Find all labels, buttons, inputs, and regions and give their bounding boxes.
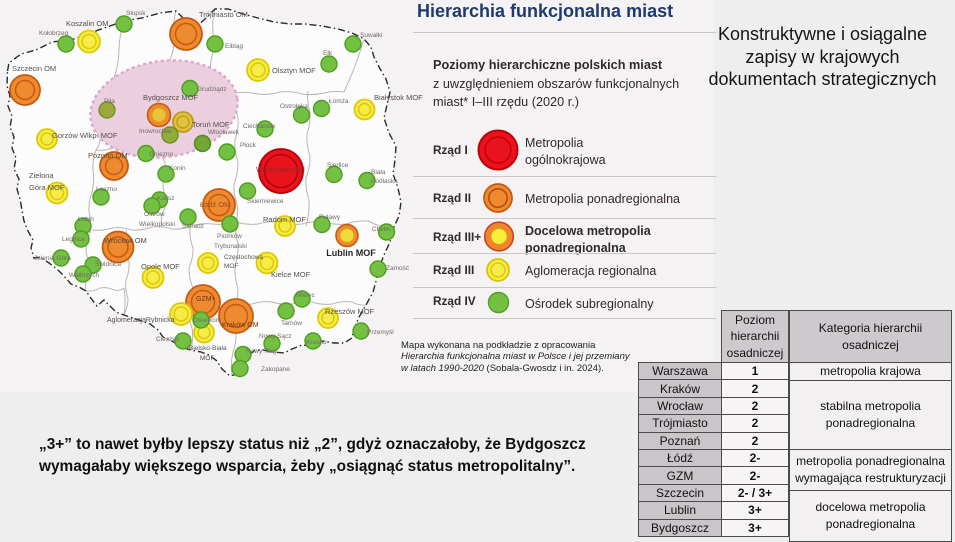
svg-text:Kielce MOF: Kielce MOF: [271, 270, 311, 279]
svg-text:Chełm: Chełm: [372, 226, 391, 233]
svg-text:Białystok MOF: Białystok MOF: [374, 93, 423, 102]
svg-text:Wielkopolski: Wielkopolski: [139, 221, 175, 228]
svg-text:Elbląg: Elbląg: [225, 43, 243, 50]
svg-text:Mielec: Mielec: [296, 292, 316, 299]
svg-text:Zamość: Zamość: [386, 265, 410, 272]
svg-text:Konin: Konin: [169, 165, 186, 172]
svg-text:MOF: MOF: [224, 263, 238, 270]
svg-text:Zakopane: Zakopane: [261, 366, 290, 373]
svg-text:Nowy Sącz: Nowy Sącz: [259, 333, 292, 340]
svg-text:Bielsko-Biała: Bielsko-Biała: [189, 345, 227, 352]
svg-text:Piła: Piła: [104, 98, 115, 105]
svg-text:MOF: MOF: [200, 355, 214, 362]
svg-text:Łódź OM: Łódź OM: [200, 200, 230, 209]
svg-text:Oświęcim: Oświęcim: [193, 317, 221, 324]
svg-text:Zielona: Zielona: [29, 171, 54, 180]
svg-text:AglomeracjaRybnicka: AglomeracjaRybnicka: [107, 317, 175, 324]
svg-text:Nowy Targ: Nowy Targ: [246, 348, 277, 355]
svg-text:Toruń MOF: Toruń MOF: [192, 120, 230, 129]
svg-text:Biała: Biała: [371, 169, 386, 176]
svg-text:Lubin: Lubin: [78, 216, 94, 223]
svg-text:Płock: Płock: [240, 142, 257, 149]
svg-text:Cieszyn: Cieszyn: [156, 336, 180, 343]
svg-text:Kołobrzeg: Kołobrzeg: [39, 30, 69, 37]
svg-text:Siedlce: Siedlce: [327, 162, 349, 169]
svg-text:Świdnica: Świdnica: [95, 259, 121, 268]
svg-text:Suwałki: Suwałki: [360, 32, 382, 39]
svg-text:Przemyśl: Przemyśl: [367, 329, 394, 336]
svg-text:Rzeszów MOF: Rzeszów MOF: [325, 307, 375, 316]
svg-text:Inowrocław: Inowrocław: [139, 128, 172, 135]
svg-text:Puławy: Puławy: [319, 214, 341, 221]
svg-text:Częstochowa: Częstochowa: [224, 254, 263, 261]
svg-text:Trybunalski: Trybunalski: [214, 243, 247, 250]
svg-text:Skierniewice: Skierniewice: [247, 198, 284, 205]
svg-text:Ełk: Ełk: [323, 50, 333, 57]
svg-text:Jelenia Góra: Jelenia Góra: [34, 255, 71, 262]
svg-text:Gniezno: Gniezno: [149, 151, 174, 158]
svg-text:Warszawa OM: Warszawa OM: [256, 165, 305, 174]
svg-text:Gorzów Wlkp. MOF: Gorzów Wlkp. MOF: [52, 131, 118, 140]
svg-text:Krosno: Krosno: [306, 339, 327, 346]
svg-text:Ciechanów: Ciechanów: [243, 123, 275, 130]
svg-text:Grudziądz: Grudziądz: [197, 86, 227, 93]
svg-text:Poznań OM: Poznań OM: [88, 151, 128, 160]
svg-text:Kalisz: Kalisz: [157, 195, 174, 202]
svg-text:Łomża: Łomża: [329, 98, 349, 105]
svg-text:Góra MOF: Góra MOF: [29, 183, 65, 192]
svg-text:Szczecin OM: Szczecin OM: [12, 64, 56, 73]
svg-text:Koszalin OM: Koszalin OM: [66, 19, 109, 28]
svg-text:Bydgoszcz MOF: Bydgoszcz MOF: [143, 93, 198, 102]
svg-text:Trójmiasto OM: Trójmiasto OM: [199, 10, 248, 19]
svg-text:Wrocław OM: Wrocław OM: [104, 236, 147, 245]
svg-text:Ostrołęka: Ostrołęka: [280, 103, 308, 110]
svg-text:Olsztyn MOF: Olsztyn MOF: [272, 66, 316, 75]
svg-text:Lublin MOF: Lublin MOF: [326, 248, 376, 258]
svg-text:Ostrów: Ostrów: [144, 211, 165, 218]
svg-text:Wałbrzych: Wałbrzych: [69, 272, 99, 279]
svg-text:Leszno: Leszno: [96, 186, 117, 193]
svg-text:Opole MOF: Opole MOF: [141, 262, 180, 271]
svg-text:Radom MOF: Radom MOF: [263, 215, 306, 224]
svg-text:Słupsk: Słupsk: [126, 10, 146, 17]
svg-text:Tarnów: Tarnów: [281, 320, 302, 327]
svg-text:Piotrków: Piotrków: [217, 233, 242, 240]
svg-text:Kraków OM: Kraków OM: [222, 322, 259, 329]
svg-text:Sieradz: Sieradz: [182, 223, 204, 230]
svg-text:Legnica: Legnica: [62, 236, 85, 243]
svg-text:GZM+: GZM+: [196, 296, 216, 303]
svg-text:Podlaska: Podlaska: [371, 178, 398, 185]
svg-text:Włocławek: Włocławek: [208, 129, 240, 136]
